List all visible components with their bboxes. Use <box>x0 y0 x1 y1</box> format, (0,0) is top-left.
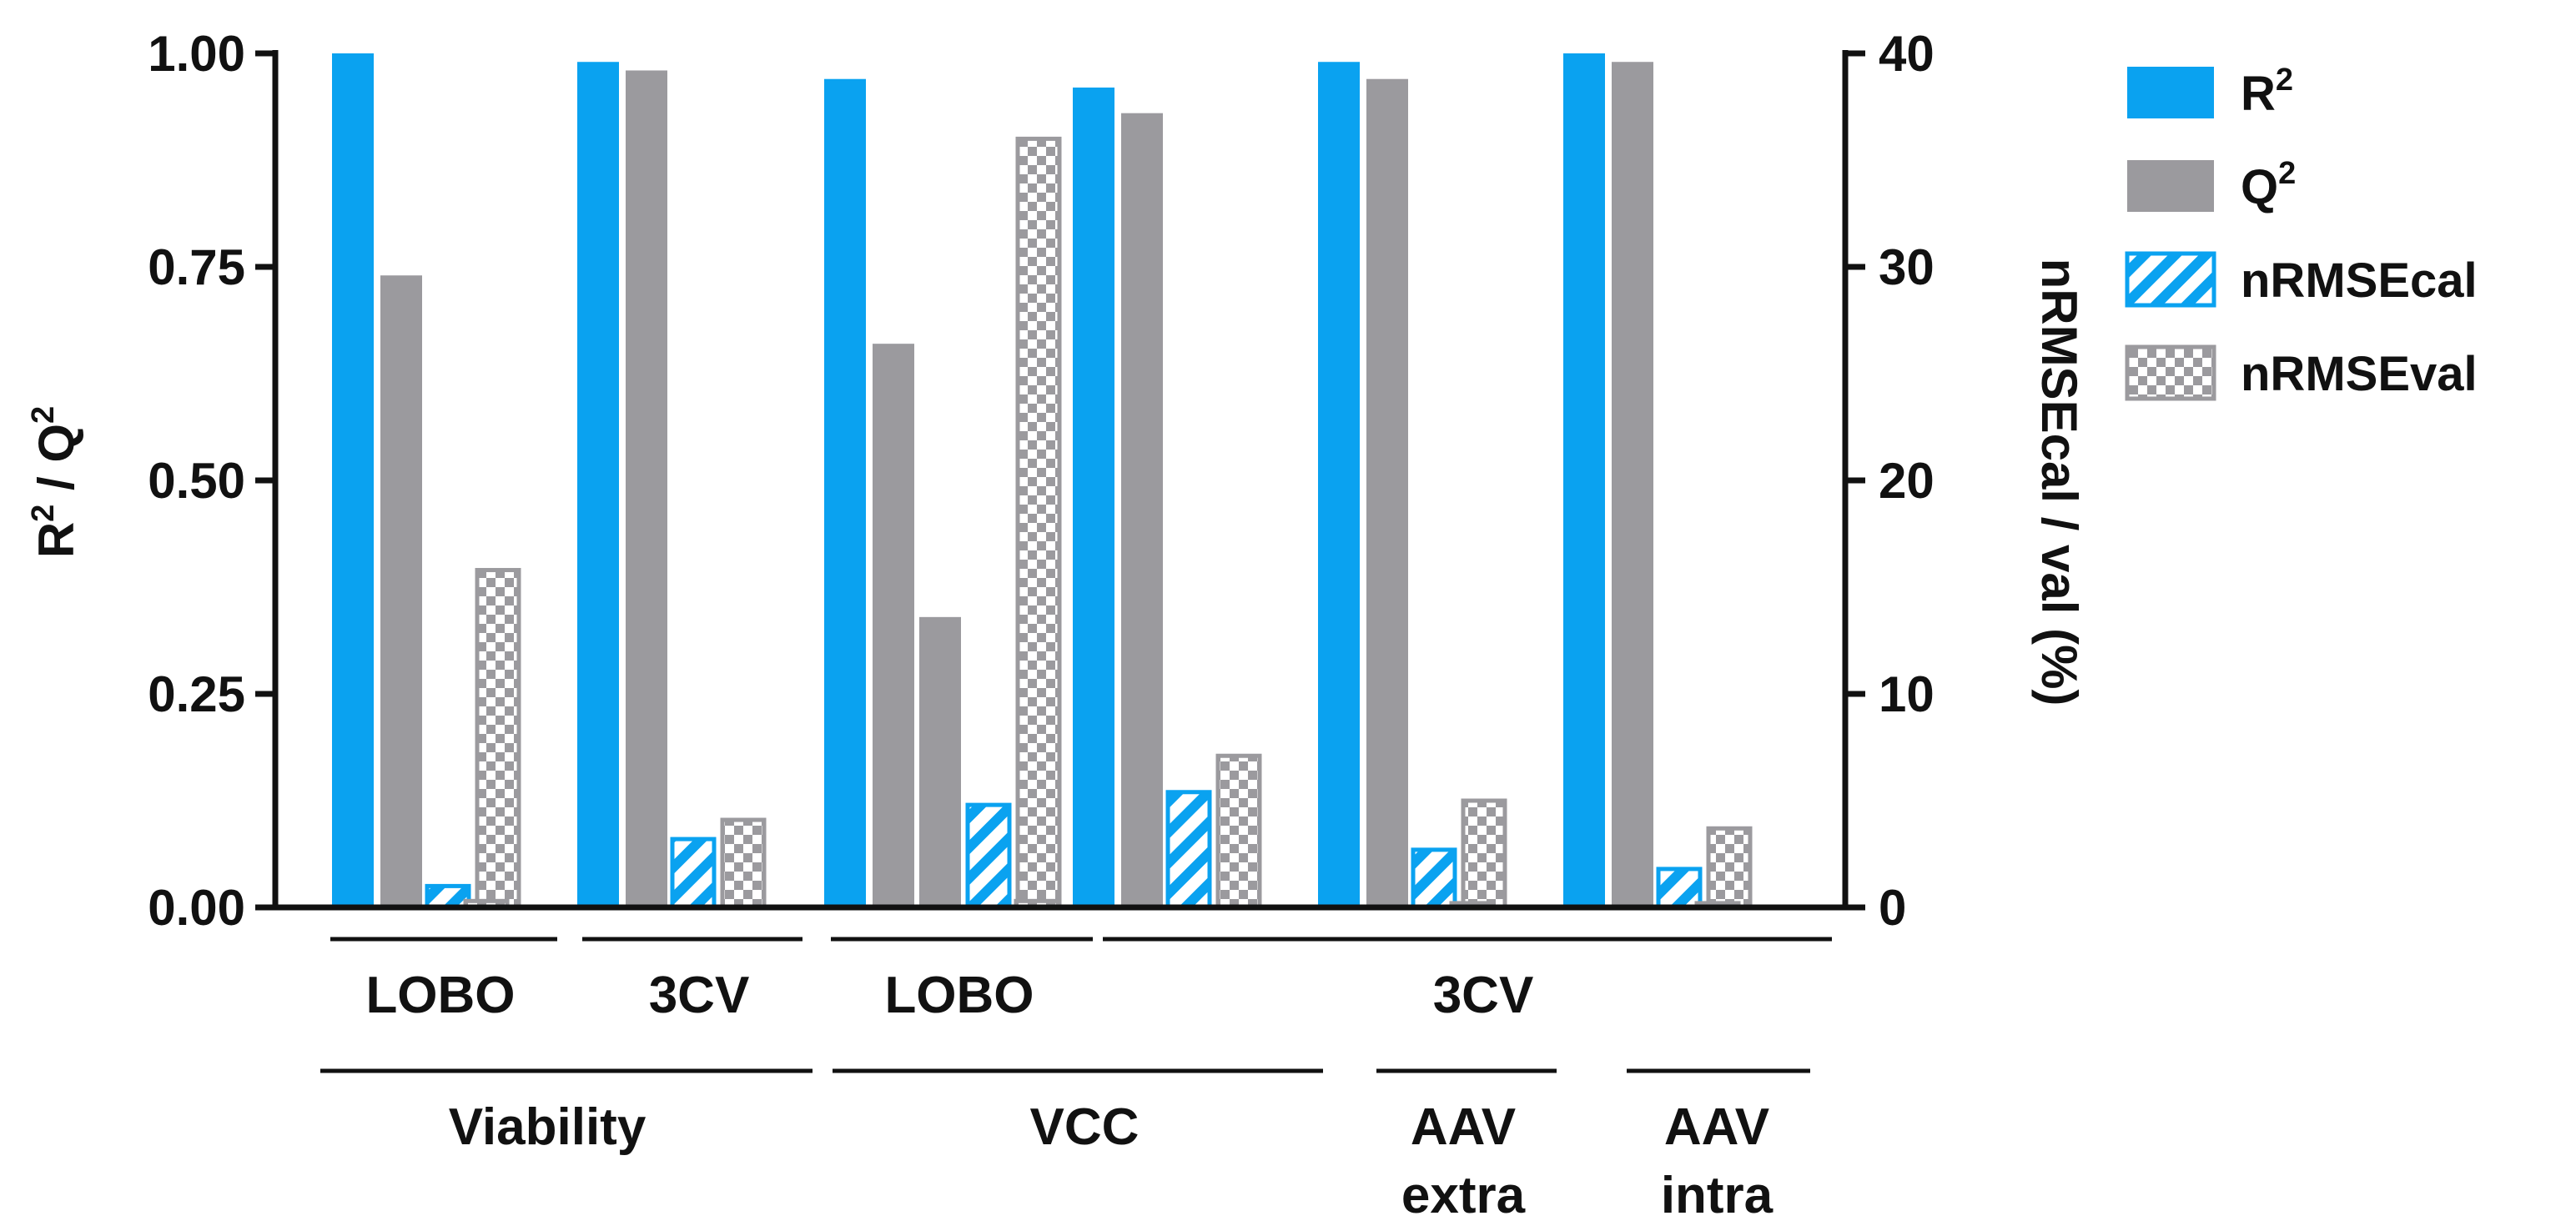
group-label: VCC <box>1030 1098 1140 1156</box>
right-tick-label: 30 <box>1879 239 1935 295</box>
method-label: 3CV <box>1433 967 1534 1024</box>
bar-aav-extra-3cv-nrmsecal <box>1411 847 1457 910</box>
bar-aav-extra-3cv-nrmseval <box>1461 798 1507 910</box>
right-axis-title: nRMSEcal / val (%) <box>2031 259 2087 706</box>
category-labels: LOBO 3CV LOBO 3CV Viability VCC AAV extra AAV int… <box>320 937 1832 1224</box>
bar-viability-lobo-nrmsecal <box>425 883 471 910</box>
bar-vcc-lobo-nrmseval <box>1015 136 1062 910</box>
bars-layer <box>332 53 1753 910</box>
bar-vcc-lobo-q2 <box>873 344 914 907</box>
legend-label-nrmsecal: nRMSEcal <box>2241 254 2478 308</box>
bar-vcc-3cv-nrmseval <box>1215 753 1262 910</box>
right-tick-label: 10 <box>1879 666 1935 722</box>
group-label: AAV <box>1411 1098 1516 1156</box>
right-tick-label: 0 <box>1879 880 1906 936</box>
bar-vcc-lobo-nrmsecal <box>965 802 1012 910</box>
bar-viability-3cv-q2 <box>626 70 667 908</box>
legend-swatch-nrmseval <box>2125 344 2216 401</box>
bar-viability-lobo-nrmseval <box>475 568 521 910</box>
bar-vcc-lobo-r2 <box>824 78 866 908</box>
group-label: intra <box>1661 1167 1774 1224</box>
bar-aav-intra-3cv-r2 <box>1563 53 1605 907</box>
bar-aav-extra-3cv-q2 <box>1366 78 1408 908</box>
legend-swatch-r2 <box>2127 67 2214 118</box>
bar-viability-3cv-nrmseval <box>720 817 767 910</box>
group-label: Viability <box>449 1098 647 1156</box>
bar-aav-intra-3cv-q2 <box>1612 62 1653 908</box>
legend-swatch-q2 <box>2127 160 2214 212</box>
group-label: extra <box>1401 1167 1526 1224</box>
left-tick-label: 0.00 <box>148 880 245 936</box>
left-tick-label: 0.50 <box>148 453 245 509</box>
bar-aav-intra-3cv-nrmsecal <box>1656 867 1703 910</box>
bar-vcc-3cv-nrmsecal <box>1165 790 1212 910</box>
right-tick-label: 40 <box>1879 26 1935 82</box>
bar-vcc-3cv-q2 <box>1121 113 1163 907</box>
legend-label-nrmseval: nRMSEval <box>2241 347 2478 401</box>
method-label: LOBO <box>365 967 515 1024</box>
bar-viability-lobo-q2 <box>380 275 422 907</box>
bar-aav-extra-3cv-r2 <box>1318 62 1360 908</box>
left-tick-label: 1.00 <box>148 26 245 82</box>
bar-vcc-3cv-r2 <box>1073 87 1114 907</box>
bar-vcc-lobo-q2-second <box>919 616 961 907</box>
bar-viability-lobo-r2 <box>332 53 374 907</box>
bar-viability-3cv-r2 <box>577 62 619 908</box>
bar-aav-intra-3cv-nrmseval <box>1706 826 1753 910</box>
right-tick-label: 20 <box>1879 453 1935 509</box>
left-tick-label: 0.25 <box>148 666 245 722</box>
method-label: 3CV <box>649 967 750 1024</box>
legend: R2 Q2 nRMSEcal nRMSEval <box>2125 63 2478 401</box>
legend-label-r2: R2 <box>2241 63 2293 121</box>
axes-layer: 0.00 0.25 0.50 0.75 1.00 0 10 20 30 40 <box>148 26 1935 936</box>
legend-swatch-nrmsecal <box>2125 251 2216 308</box>
left-tick-label: 0.75 <box>148 239 245 295</box>
bar-viability-3cv-nrmsecal <box>670 837 717 910</box>
legend-label-q2: Q2 <box>2241 156 2296 214</box>
left-axis-title: R2 / Q2 <box>26 406 84 558</box>
method-label: LOBO <box>884 967 1034 1024</box>
group-label: AAV <box>1664 1098 1769 1156</box>
